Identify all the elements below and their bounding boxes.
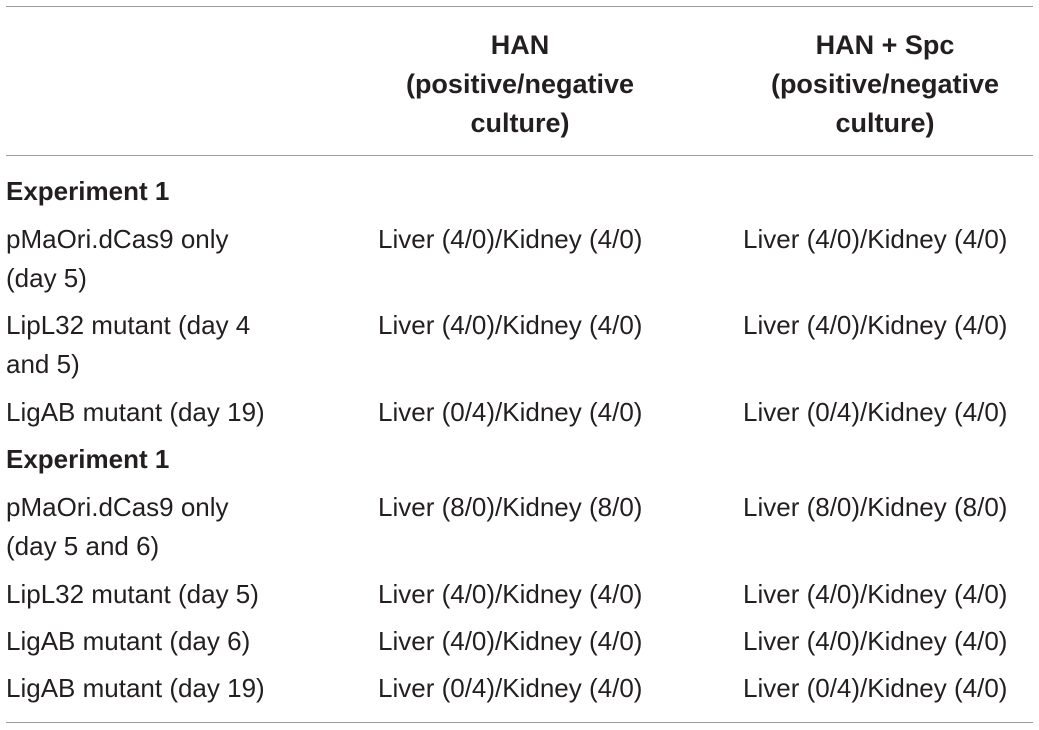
header-han: HAN (positive/negative culture) [380, 26, 660, 143]
header-han-spc-line-3: culture) [835, 108, 935, 138]
row-label-line: pMaOri.dCas9 only [6, 224, 229, 254]
han-spc-cell: Liver (4/0)/Kidney (4/0) [743, 626, 1008, 656]
han-cell: Liver (4/0)/Kidney (4/0) [378, 310, 643, 340]
han-spc-cell: Liver (4/0)/Kidney (4/0) [743, 310, 1008, 340]
han-cell: Liver (4/0)/Kidney (4/0) [378, 626, 643, 656]
top-rule [6, 6, 1033, 7]
han-spc-cell: Liver (8/0)/Kidney (8/0) [743, 492, 1008, 522]
row-label-line: LipL32 mutant (day 4 [6, 310, 251, 340]
han-spc-cell: Liver (4/0)/Kidney (4/0) [743, 224, 1008, 254]
row-label-line: (day 5 and 6) [6, 531, 160, 561]
row-label-line: LipL32 mutant (day 5) [6, 579, 259, 609]
row-label: LigAB mutant (day 19) [6, 393, 306, 432]
han-cell: Liver (4/0)/Kidney (4/0) [378, 224, 643, 254]
row-label-line: (day 5) [6, 263, 87, 293]
row-label: pMaOri.dCas9 only (day 5) [6, 220, 306, 298]
row-label-line: LigAB mutant (day 6) [6, 626, 251, 656]
header-rule [6, 155, 1033, 156]
row-label-line: LigAB mutant (day 19) [6, 397, 265, 427]
header-han-spc-line-1: HAN + Spc [815, 30, 955, 60]
row-label: LigAB mutant (day 6) [6, 622, 306, 661]
row-label: LipL32 mutant (day 4 and 5) [6, 306, 306, 384]
header-han-line-1: HAN [490, 30, 550, 60]
header-han-spc: HAN + Spc (positive/negative culture) [745, 26, 1025, 143]
header-han-line-3: culture) [470, 108, 570, 138]
section-label: Experiment 1 [6, 176, 170, 206]
han-cell: Liver (8/0)/Kidney (8/0) [378, 492, 643, 522]
han-spc-cell: Liver (0/4)/Kidney (4/0) [743, 397, 1008, 427]
header-han-spc-line-2: (positive/negative [770, 69, 1000, 99]
han-cell: Liver (0/4)/Kidney (4/0) [378, 673, 643, 703]
bottom-rule [6, 722, 1033, 723]
row-label-line: pMaOri.dCas9 only [6, 492, 229, 522]
row-label-line: and 5) [6, 349, 80, 379]
row-label: LigAB mutant (day 19) [6, 669, 306, 708]
han-cell: Liver (0/4)/Kidney (4/0) [378, 397, 643, 427]
header-han-line-2: (positive/negative [405, 69, 635, 99]
han-cell: Liver (4/0)/Kidney (4/0) [378, 579, 643, 609]
han-spc-cell: Liver (4/0)/Kidney (4/0) [743, 579, 1008, 609]
row-label-line: LigAB mutant (day 19) [6, 673, 265, 703]
section-label: Experiment 1 [6, 444, 170, 474]
row-label: LipL32 mutant (day 5) [6, 575, 306, 614]
han-spc-cell: Liver (0/4)/Kidney (4/0) [743, 673, 1008, 703]
row-label: pMaOri.dCas9 only (day 5 and 6) [6, 488, 306, 566]
